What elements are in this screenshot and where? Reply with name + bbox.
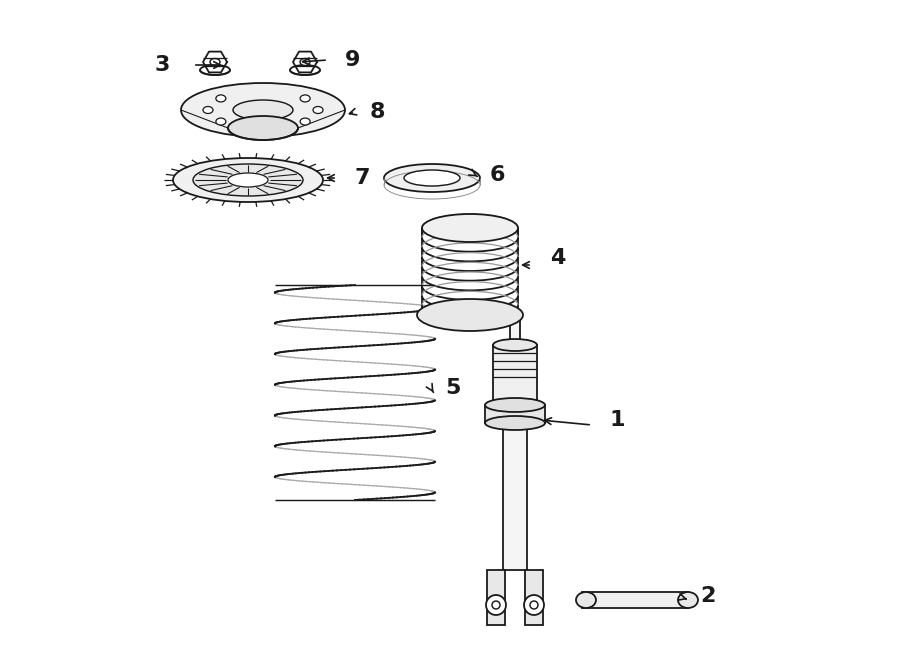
Text: 7: 7: [355, 168, 371, 188]
Ellipse shape: [173, 158, 323, 202]
Ellipse shape: [216, 118, 226, 125]
Polygon shape: [582, 592, 688, 608]
Ellipse shape: [300, 118, 310, 125]
Text: 9: 9: [345, 50, 360, 70]
Ellipse shape: [530, 601, 538, 609]
Ellipse shape: [485, 416, 545, 430]
Ellipse shape: [492, 601, 500, 609]
Text: 8: 8: [370, 102, 385, 122]
Ellipse shape: [404, 170, 460, 186]
Polygon shape: [493, 345, 537, 405]
Ellipse shape: [417, 299, 523, 331]
Ellipse shape: [181, 83, 345, 137]
Ellipse shape: [422, 214, 518, 242]
Polygon shape: [485, 405, 545, 423]
Ellipse shape: [210, 59, 220, 65]
Text: 5: 5: [445, 378, 461, 398]
Ellipse shape: [200, 65, 230, 75]
Ellipse shape: [384, 164, 480, 192]
Polygon shape: [503, 423, 527, 570]
Ellipse shape: [576, 592, 596, 608]
Ellipse shape: [486, 595, 506, 615]
Text: 2: 2: [700, 586, 716, 606]
Ellipse shape: [216, 95, 226, 102]
Ellipse shape: [300, 95, 310, 102]
Ellipse shape: [203, 106, 213, 114]
Polygon shape: [525, 570, 543, 625]
Ellipse shape: [493, 339, 537, 351]
Ellipse shape: [678, 592, 698, 608]
Text: 3: 3: [155, 55, 170, 75]
Ellipse shape: [300, 59, 310, 65]
Ellipse shape: [290, 65, 320, 75]
Text: 4: 4: [550, 248, 565, 268]
Ellipse shape: [524, 595, 544, 615]
Ellipse shape: [233, 100, 293, 120]
Polygon shape: [510, 310, 520, 345]
Text: 6: 6: [490, 165, 506, 185]
Ellipse shape: [485, 398, 545, 412]
Ellipse shape: [228, 173, 268, 187]
Ellipse shape: [228, 116, 298, 140]
Text: 1: 1: [610, 410, 626, 430]
Ellipse shape: [193, 164, 303, 196]
Ellipse shape: [313, 106, 323, 114]
Polygon shape: [487, 570, 505, 625]
